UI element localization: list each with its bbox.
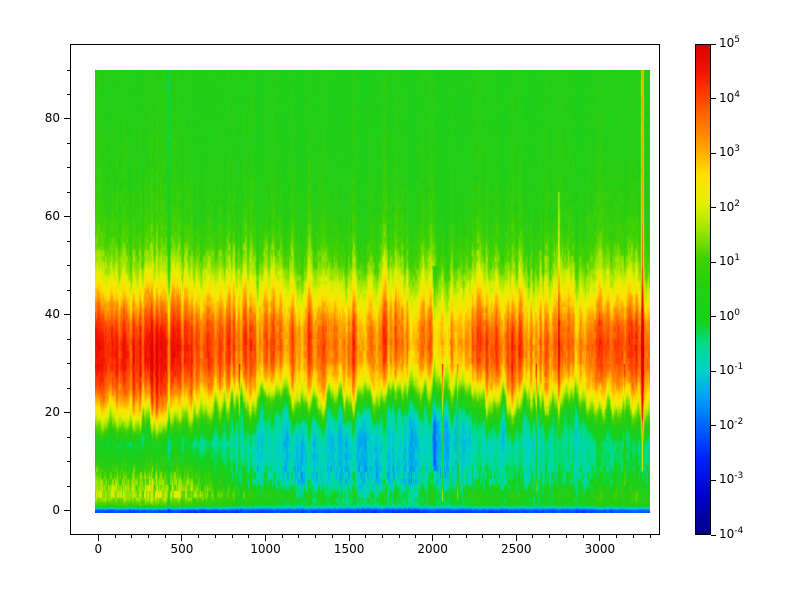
x-minor-tick (114, 535, 116, 538)
x-major-tick (265, 535, 266, 541)
colorbar-tick-label: 10-2 (719, 416, 744, 432)
colorbar-tick (711, 152, 716, 154)
x-minor-tick (448, 535, 450, 538)
colorbar-tick (711, 261, 716, 263)
x-minor-tick (465, 535, 467, 538)
y-minor-tick (67, 69, 70, 71)
y-tick-label: 80 (44, 110, 60, 125)
y-major-tick (64, 118, 70, 120)
colorbar-tick (711, 207, 716, 209)
x-tick-label: 1500 (333, 542, 365, 556)
colorbar-tick (711, 425, 716, 427)
x-tick-label: 2000 (417, 542, 448, 556)
colorbar-tick (711, 316, 716, 318)
y-minor-tick (67, 485, 70, 487)
colorbar-tick (711, 534, 716, 536)
y-minor-tick (67, 240, 70, 242)
x-major-tick (515, 535, 517, 541)
x-minor-tick (147, 535, 149, 538)
x-minor-tick (315, 535, 317, 538)
heatmap-canvas (95, 70, 650, 513)
colorbar-tick-label: 102 (719, 198, 741, 214)
colorbar-canvas (696, 45, 710, 534)
colorbar-tick-label: 10-4 (719, 526, 744, 541)
colorbar-tick-label: 104 (719, 89, 741, 105)
colorbar-frame (695, 44, 711, 535)
y-minor-tick (67, 289, 70, 291)
x-minor-tick (214, 535, 216, 538)
x-minor-tick (365, 535, 367, 538)
x-minor-tick (382, 535, 384, 538)
x-minor-tick (549, 535, 551, 538)
x-tick-label: 1000 (250, 542, 281, 556)
x-minor-tick (281, 535, 283, 538)
x-major-tick (97, 535, 99, 541)
x-minor-tick (482, 535, 484, 538)
y-tick-label: 40 (44, 306, 60, 321)
x-minor-tick (248, 535, 250, 538)
x-major-tick (432, 535, 434, 541)
x-tick-label: 2500 (500, 542, 532, 556)
x-minor-tick (131, 535, 133, 538)
y-tick-label: 0 (52, 502, 60, 517)
colorbar-tick-label: 105 (719, 35, 741, 50)
y-minor-tick (67, 387, 70, 389)
colorbar-tick-label: 100 (719, 307, 741, 323)
y-minor-tick (67, 436, 70, 438)
colorbar-tick (711, 43, 716, 45)
colorbar-tick (711, 479, 716, 481)
y-minor-tick (67, 142, 70, 144)
x-minor-tick (331, 535, 333, 538)
y-major-tick (64, 314, 70, 316)
x-tick-label: 500 (170, 542, 194, 556)
y-minor-tick (67, 363, 70, 365)
colorbar-tick-label: 101 (719, 253, 741, 269)
x-minor-tick (565, 535, 567, 538)
x-major-tick (181, 535, 183, 541)
x-minor-tick (582, 535, 584, 538)
y-major-tick (64, 216, 70, 218)
y-major-tick (64, 510, 70, 512)
x-minor-tick (398, 535, 400, 538)
x-minor-tick (164, 535, 166, 538)
y-minor-tick (67, 338, 70, 340)
colorbar-tick-label: 10-3 (719, 471, 744, 487)
plot-frame (70, 44, 660, 535)
y-minor-tick (67, 461, 70, 463)
y-minor-tick (67, 191, 70, 193)
x-minor-tick (632, 535, 634, 538)
colorbar-tick-label: 103 (719, 144, 741, 160)
x-minor-tick (649, 535, 651, 538)
colorbar-tick (711, 370, 716, 372)
y-minor-tick (67, 265, 70, 267)
x-minor-tick (532, 535, 534, 538)
y-tick-label: 20 (44, 404, 60, 419)
x-minor-tick (231, 535, 233, 538)
y-minor-tick (67, 167, 70, 169)
x-minor-tick (415, 535, 417, 538)
y-major-tick (64, 412, 70, 414)
x-major-tick (599, 535, 601, 541)
x-minor-tick (198, 535, 200, 538)
x-major-tick (348, 535, 350, 541)
x-minor-tick (499, 535, 501, 538)
x-tick-label: 0 (94, 542, 103, 556)
x-minor-tick (616, 535, 618, 538)
y-tick-label: 60 (44, 208, 60, 223)
x-tick-label: 3000 (584, 542, 616, 556)
x-minor-tick (298, 535, 300, 538)
y-minor-tick (67, 93, 70, 95)
colorbar-tick-label: 10-1 (719, 362, 744, 378)
colorbar-tick (711, 98, 716, 100)
